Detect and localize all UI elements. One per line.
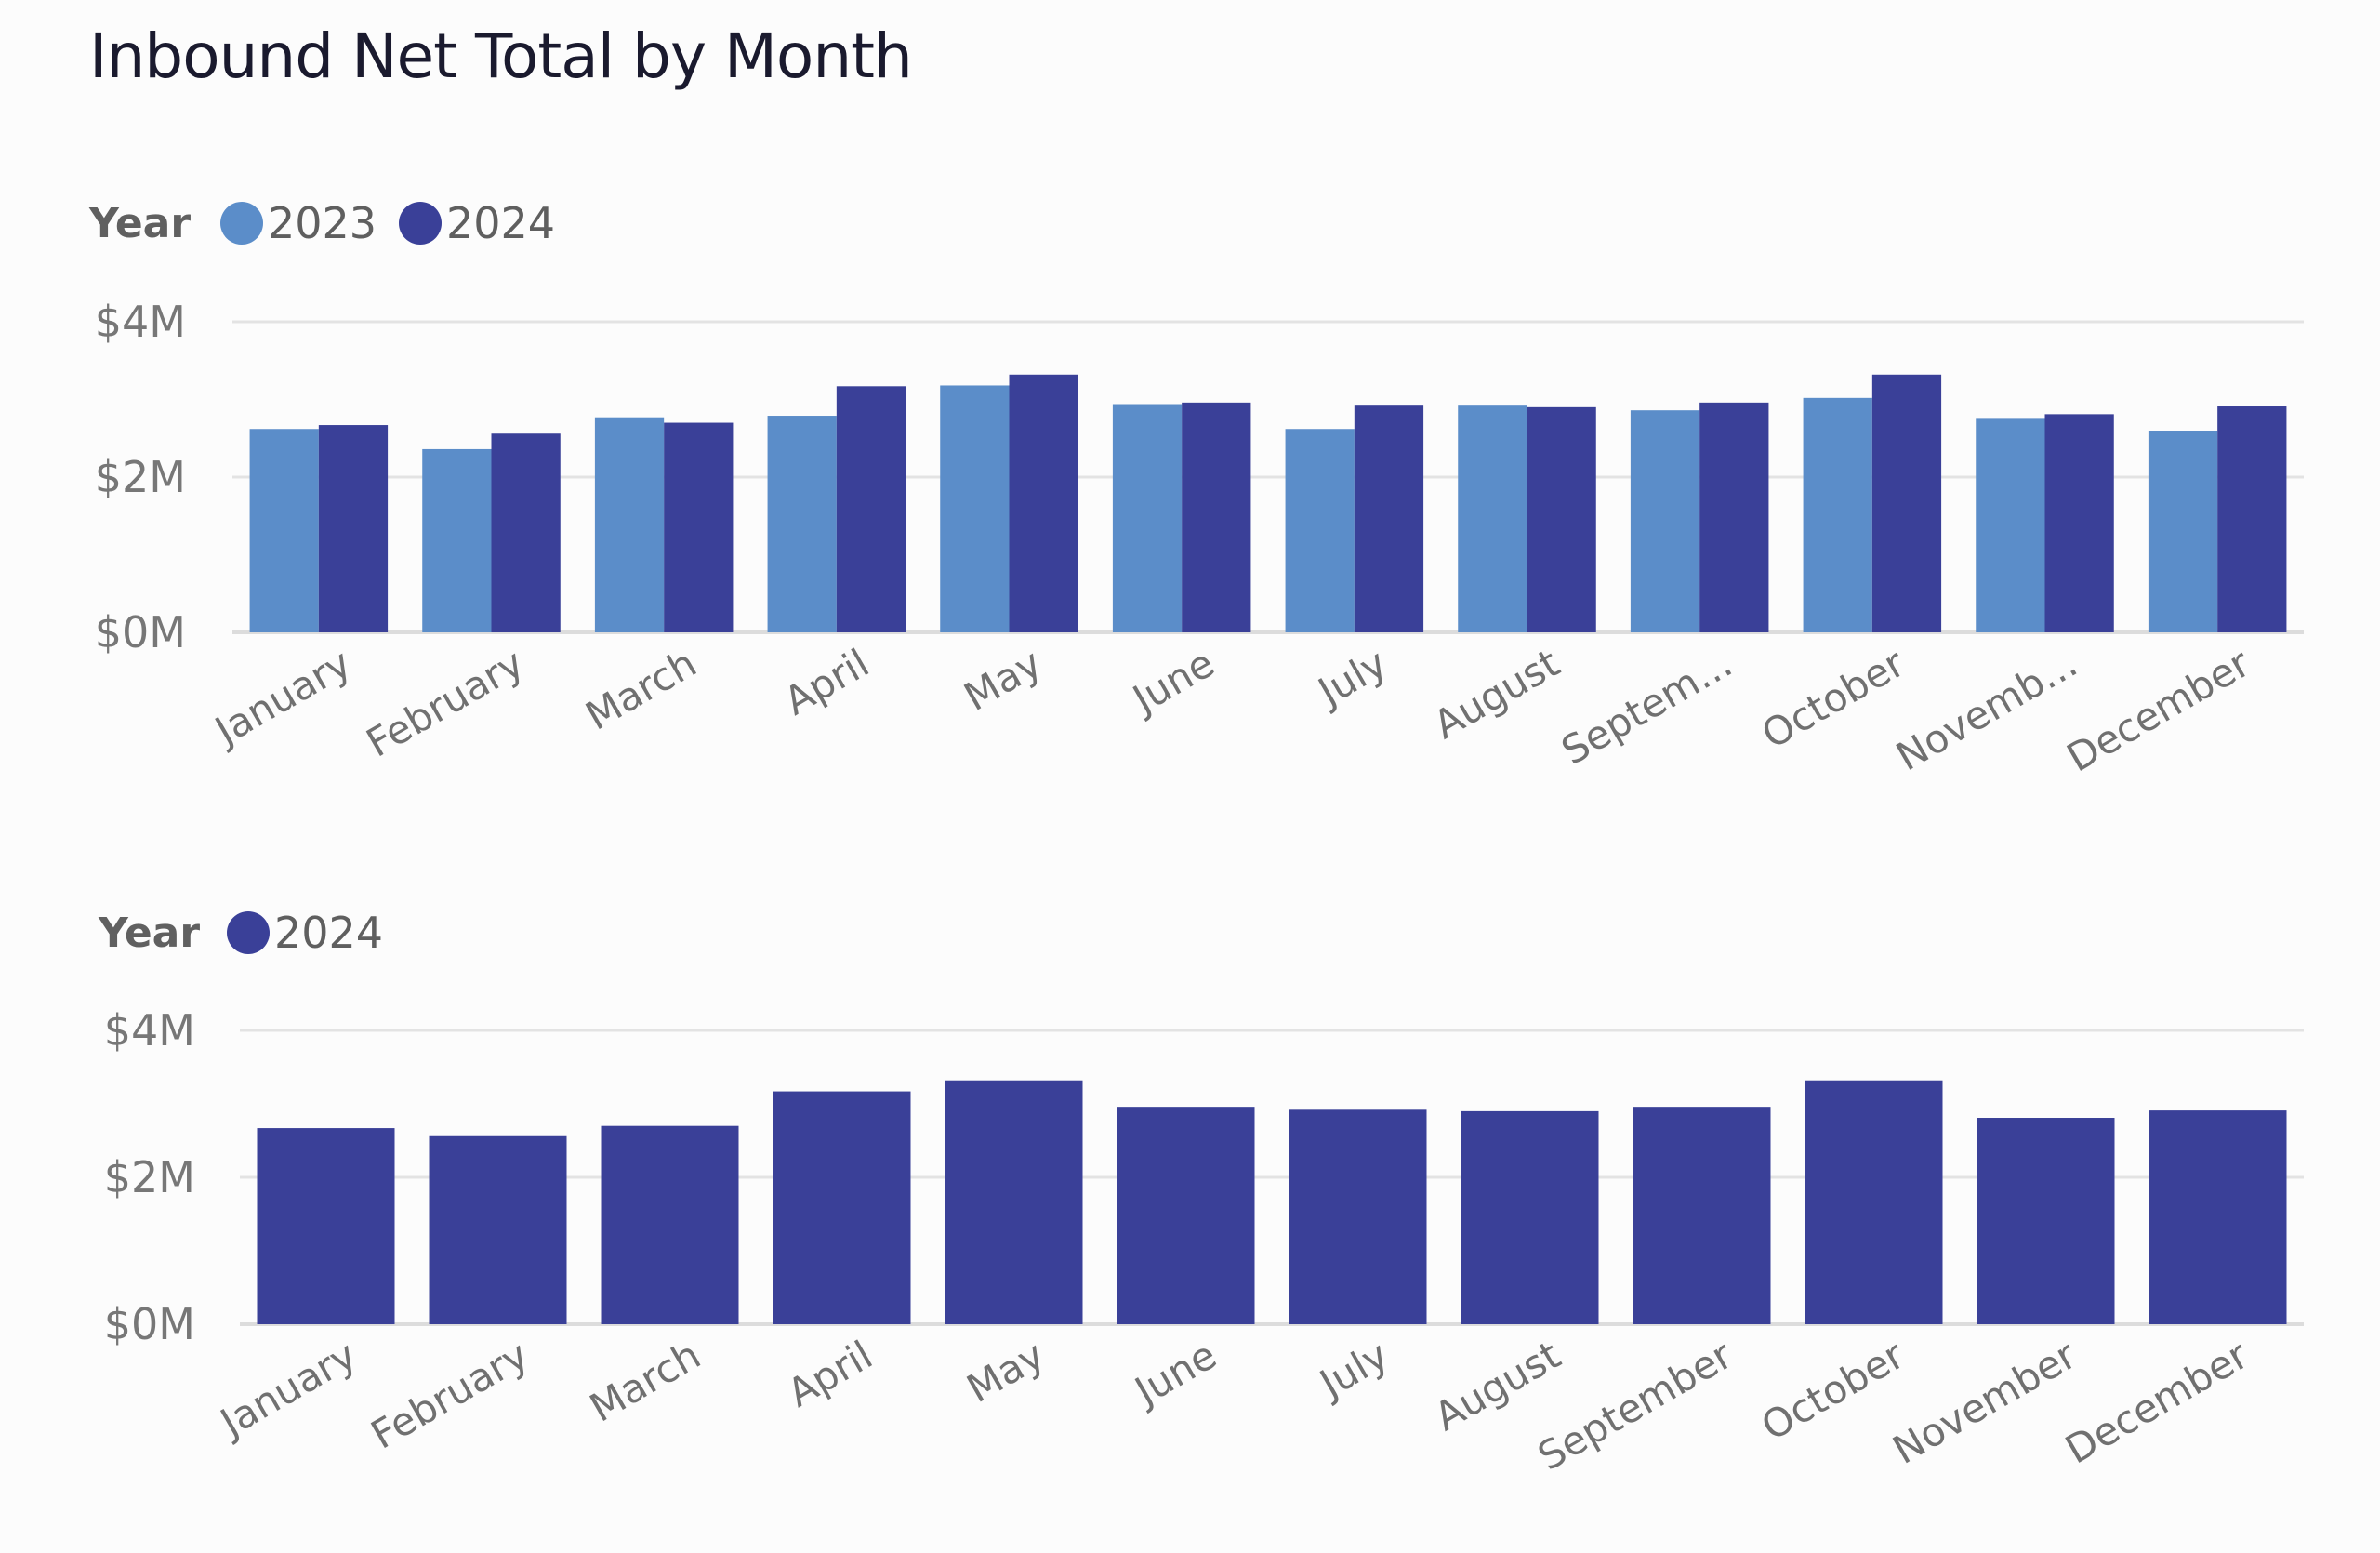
bar-2024-novemb (2044, 414, 2114, 632)
bar-2024-november (1977, 1118, 2115, 1324)
x-tick-label: December (2057, 1332, 2256, 1473)
bar-2024-april (836, 386, 906, 632)
bar-2024-february (429, 1135, 567, 1324)
bar-2024-january (318, 425, 389, 632)
legend-label-2024: 2024 (274, 908, 383, 958)
bar-2024-april (773, 1091, 911, 1324)
x-tick-label: July (1310, 1332, 1396, 1408)
bar-2024-septem (1699, 402, 1769, 632)
bar-2024-may (1009, 374, 1078, 632)
x-tick-label: Novemb... (1888, 640, 2084, 779)
x-tick-label: December (2059, 640, 2258, 781)
bar-2024-august (1461, 1110, 1599, 1324)
y-tick-label: $0M (104, 1299, 195, 1349)
x-tick-label: March (582, 1332, 707, 1430)
bar-2024-february (491, 433, 561, 632)
bar-2024-july (1289, 1109, 1427, 1324)
bar-2023-may (940, 385, 1010, 632)
x-tick-label: February (359, 640, 532, 765)
x-tick-label: January (211, 1332, 364, 1447)
legend-marker-2024 (227, 911, 270, 954)
single-series-bar-chart: Year 2024 $0M $2M $4M January February March Apr… (98, 908, 2304, 1480)
x-tick-label: July (1308, 640, 1395, 716)
legend-marker-2024 (399, 202, 442, 245)
y-tick-label: $4M (104, 1005, 195, 1055)
legend-title: Year (88, 200, 191, 247)
x-tick-label: May (959, 1332, 1052, 1412)
x-tick-label: March (578, 640, 704, 738)
y-tick-label: $0M (95, 607, 186, 657)
bar-2023-july (1285, 429, 1355, 632)
legend-title: Year (98, 909, 200, 957)
bar-2023-march (594, 417, 665, 632)
bar-2024-august (1527, 406, 1596, 632)
chart-title: Inbound Net Total by Month (89, 20, 913, 92)
bar-2024-september (1633, 1107, 1771, 1324)
bar-2023-december (2148, 431, 2218, 632)
bar-2024-october (1871, 374, 1942, 632)
x-tick-label: November (1885, 1332, 2084, 1473)
x-tick-label: April (780, 1332, 880, 1415)
y-tick-label: $4M (95, 297, 186, 347)
grouped-bar-chart: Year 2023 2024 $0M $2M $4M January February Marc… (88, 198, 2304, 781)
x-tick-label: Septem... (1554, 640, 1739, 774)
x-tick-label: February (364, 1332, 536, 1457)
bar-2023-february (422, 448, 492, 632)
y-tick-label: $2M (95, 452, 186, 502)
legend-marker-2023 (220, 202, 263, 245)
bar-2024-december (2217, 406, 2287, 632)
x-tick-label: June (1125, 1332, 1223, 1415)
bar-2024-may (945, 1080, 1083, 1324)
bar-2023-april (767, 416, 837, 632)
bar-2024-july (1354, 405, 1424, 632)
bar-2024-march (664, 422, 734, 632)
bar-2024-march (601, 1125, 739, 1324)
x-tick-label: August (1426, 640, 1567, 748)
y-tick-label: $2M (104, 1152, 195, 1202)
x-tick-label: January (205, 640, 359, 755)
legend-label-2024: 2024 (446, 198, 555, 248)
x-tick-label: May (957, 640, 1050, 720)
bar-2023-august (1458, 405, 1527, 632)
bar-2024-december (2149, 1110, 2287, 1324)
bar-2023-septem (1630, 410, 1700, 632)
bar-2024-october (1805, 1080, 1943, 1324)
x-tick-label: April (776, 640, 877, 723)
bar-2023-novemb (1976, 418, 2045, 632)
bar-2023-january (249, 429, 319, 632)
x-tick-label: August (1427, 1332, 1568, 1440)
bar-2024-june (1117, 1107, 1255, 1324)
x-tick-label: June (1123, 640, 1222, 723)
x-tick-label: September (1530, 1332, 1740, 1480)
bar-2024-june (1182, 402, 1251, 632)
bar-2023-june (1112, 404, 1183, 632)
legend-label-2023: 2023 (268, 198, 377, 248)
bar-2023-october (1803, 397, 1872, 632)
bar-2024-january (257, 1128, 395, 1324)
